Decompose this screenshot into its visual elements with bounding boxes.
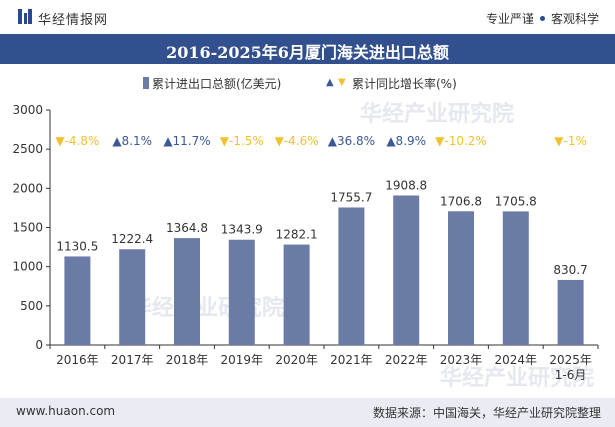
x-tick-label: 2024年 xyxy=(495,353,538,367)
x-tick-label: 2023年 xyxy=(440,353,483,367)
bar xyxy=(393,195,420,345)
y-tick-label: 2500 xyxy=(12,142,43,156)
x-tick-label: 2022年 xyxy=(385,353,428,367)
bar xyxy=(174,238,200,345)
y-tick-label: 0 xyxy=(35,338,43,352)
bar xyxy=(119,249,146,345)
growth-label: ▼-1.5% xyxy=(220,134,264,148)
bar xyxy=(283,244,310,345)
growth-label: ▼-10.2% xyxy=(435,134,487,148)
bar xyxy=(338,207,365,345)
x-tick-label: 2020年 xyxy=(275,353,318,367)
bar xyxy=(64,256,91,345)
bar-value-label: 1343.9 xyxy=(221,223,263,237)
legend-series2-label: 累计同比增长率(%) xyxy=(352,77,457,91)
x-tick-label: 2019年 xyxy=(221,353,264,367)
growth-label: ▼-4.6% xyxy=(275,134,319,148)
site-name: 华经情报网 xyxy=(38,13,109,28)
title-bar: 2016-2025年6月厦门海关进出口总额 xyxy=(0,34,615,64)
tagline: 专业严谨 客观科学 xyxy=(486,10,599,27)
bar-value-label: 1222.4 xyxy=(111,232,153,246)
bar xyxy=(448,211,474,345)
chart-area: 0 500 1000 1500 2000 2500 3000 2016年 1130.5 ▼-4.8… xyxy=(12,103,599,382)
growth-label: ▲11.7% xyxy=(163,134,210,148)
bar-value-label: 1755.7 xyxy=(330,190,372,204)
bar-value-label: 1706.8 xyxy=(440,194,482,208)
y-tick-label: 1000 xyxy=(12,260,43,274)
bar-value-label: 1908.8 xyxy=(385,178,427,192)
x-tick-label: 1-6月 xyxy=(555,368,587,382)
legend: 累计进出口总额(亿美元) ▲ ▼ 累计同比增长率(%) xyxy=(0,74,615,92)
bar-value-label: 1282.1 xyxy=(276,228,318,242)
bar-value-label: 1705.8 xyxy=(495,194,537,208)
bar-value-label: 1130.5 xyxy=(56,239,98,253)
top-bar: 华经情报网 专业严谨 客观科学 xyxy=(0,0,615,34)
bar-value-label: 1364.8 xyxy=(166,221,208,235)
logo-icon xyxy=(18,9,32,24)
x-tick-label: 2016年 xyxy=(56,353,99,367)
triangle-down-icon: ▼ xyxy=(338,77,346,88)
x-tick-label: 2018年 xyxy=(166,353,209,367)
dot-icon xyxy=(539,16,545,21)
legend-series1-label: 累计进出口总额(亿美元) xyxy=(152,77,282,91)
bar xyxy=(228,239,255,345)
chart-title: 2016-2025年6月厦门海关进出口总额 xyxy=(166,43,449,62)
footer-source: 数据来源：中国海关，华经产业研究院整理 xyxy=(372,406,601,420)
growth-label: ▲8.1% xyxy=(112,134,152,148)
growth-label: ▼-1% xyxy=(554,134,587,148)
y-tick-label: 500 xyxy=(20,299,43,313)
y-tick-label: 1500 xyxy=(12,221,43,235)
x-tick-label: 2025年 xyxy=(549,353,592,367)
x-tick-label: 2017年 xyxy=(111,353,154,367)
bar xyxy=(502,211,529,345)
footer-url[interactable]: www.huaon.com xyxy=(16,404,116,418)
growth-label: ▼-4.8% xyxy=(55,134,99,148)
y-tick-label: 3000 xyxy=(12,103,43,117)
bar xyxy=(557,279,584,345)
tagline-right: 客观科学 xyxy=(550,12,599,26)
x-tick-label: 2021年 xyxy=(330,353,373,367)
bar-value-label: 830.7 xyxy=(553,263,587,277)
triangle-up-icon: ▲ xyxy=(326,77,334,88)
growth-label: ▲36.8% xyxy=(328,134,375,148)
footer: www.huaon.com 数据来源：中国海关，华经产业研究院整理 xyxy=(0,398,615,427)
legend-bar-swatch xyxy=(143,77,149,89)
tagline-left: 专业严谨 xyxy=(485,12,534,26)
y-tick-label: 2000 xyxy=(12,181,43,195)
growth-label: ▲8.9% xyxy=(386,134,426,148)
